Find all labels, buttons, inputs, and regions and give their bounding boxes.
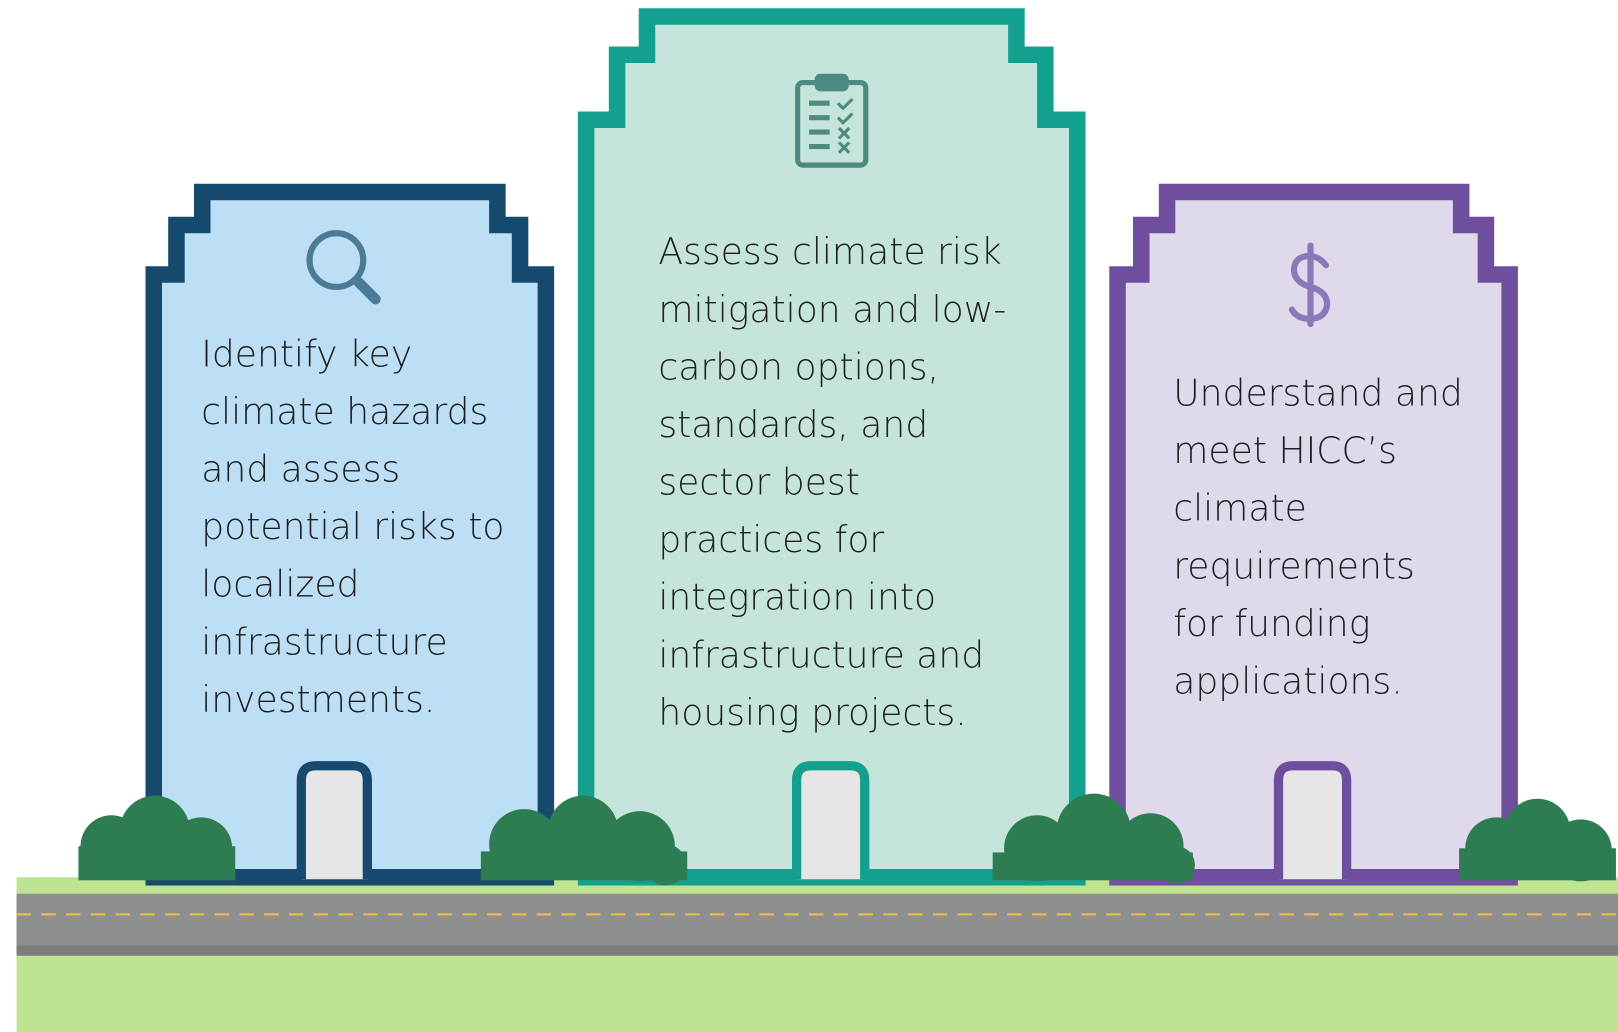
building-text-line: sector best [658,461,860,504]
building-text-line: carbon options, [658,345,939,388]
page: Identify key climate hazards and assess pot… [0,0,1618,1032]
building-text-line: localized [201,563,359,606]
building-text-line: potential risks to [201,505,504,548]
building-text-line: climate hazards [201,390,488,433]
building-text-line: applications. [1173,660,1402,703]
building-text-line: Assess climate risk [658,230,1001,273]
building-text-line: practices for [658,518,884,561]
door [797,766,865,880]
building-text-line: investments. [201,678,435,721]
building-text-line: mitigation and low- [658,288,1006,331]
building-text-line: Identify key [201,332,412,375]
building-center [586,17,1077,878]
road-edge [17,945,1618,955]
building-text-line: standards, and [658,403,928,446]
building-text-line: infrastructure [201,620,447,663]
door [1279,766,1347,880]
scene: Identify key climate hazards and assess pot… [0,0,1618,1032]
building-text-line: housing projects. [658,691,966,734]
building-text-line: for funding [1173,602,1370,645]
building-text-line: Understand and [1173,372,1463,415]
building-text-line: requirements [1173,544,1415,587]
building-text-line: integration into [658,576,936,619]
door [301,766,367,880]
building-text-line: meet HICC’s [1173,429,1397,472]
building-text-line: climate [1173,487,1307,530]
building-text-line: and assess [201,448,400,491]
building-text-line: infrastructure and [658,633,984,676]
